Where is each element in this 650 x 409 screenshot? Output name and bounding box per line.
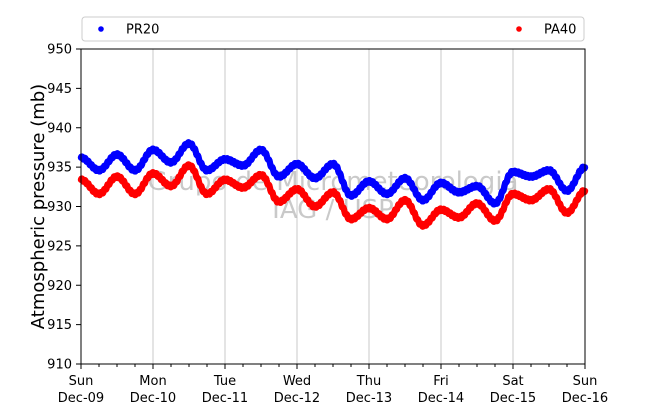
x-tick-label-day: Sat — [502, 374, 523, 389]
series-PR20 — [77, 139, 589, 208]
x-tick-label-date: Dec-16 — [562, 391, 608, 406]
y-tick-label: 920 — [47, 279, 72, 294]
x-tick-label-day: Tue — [213, 374, 236, 389]
legend-label: PA40 — [544, 23, 576, 38]
legend-marker — [516, 26, 522, 32]
y-tick-label: 925 — [47, 239, 72, 254]
x-tick-label-day: Sun — [69, 374, 94, 389]
x-tick-label-day: Mon — [139, 374, 166, 389]
legend: PR20 PA40 — [81, 16, 585, 42]
series-PA40 — [77, 161, 589, 230]
x-tick-label-day: Thu — [356, 374, 381, 389]
y-tick-label: 950 — [47, 43, 72, 58]
legend-label: PR20 — [126, 23, 159, 38]
x-tick-label-date: Dec-09 — [58, 391, 104, 406]
x-tick-label-date: Dec-11 — [202, 391, 248, 406]
x-axis: Sun Dec-09 Mon Dec-10 Tue Dec-11 Wed Dec-12 Thu D… — [58, 364, 608, 406]
x-tick-label-date: Dec-12 — [274, 391, 320, 406]
x-tick-label-date: Dec-15 — [490, 391, 536, 406]
y-axis-title: Atmospheric pressure (mb) — [28, 84, 49, 329]
legend-marker — [98, 26, 104, 32]
y-tick-label: 945 — [47, 82, 72, 97]
y-tick-label: 935 — [47, 161, 72, 176]
x-tick-label-date: Dec-10 — [130, 391, 176, 406]
y-axis: 910 915 920 925 930 935 940 945 950 — [47, 43, 81, 373]
y-tick-label: 940 — [47, 121, 72, 136]
x-tick-label-date: Dec-14 — [418, 391, 464, 406]
legend-box — [81, 16, 585, 42]
x-tick-label-day: Sun — [573, 374, 598, 389]
x-tick-label-date: Dec-13 — [346, 391, 392, 406]
x-tick-label-day: Fri — [433, 374, 449, 389]
series-layer — [77, 139, 589, 230]
y-tick-label: 915 — [47, 318, 72, 333]
y-tick-label: 930 — [47, 200, 72, 215]
y-tick-label: 910 — [47, 358, 72, 373]
x-tick-label-day: Wed — [283, 374, 311, 389]
